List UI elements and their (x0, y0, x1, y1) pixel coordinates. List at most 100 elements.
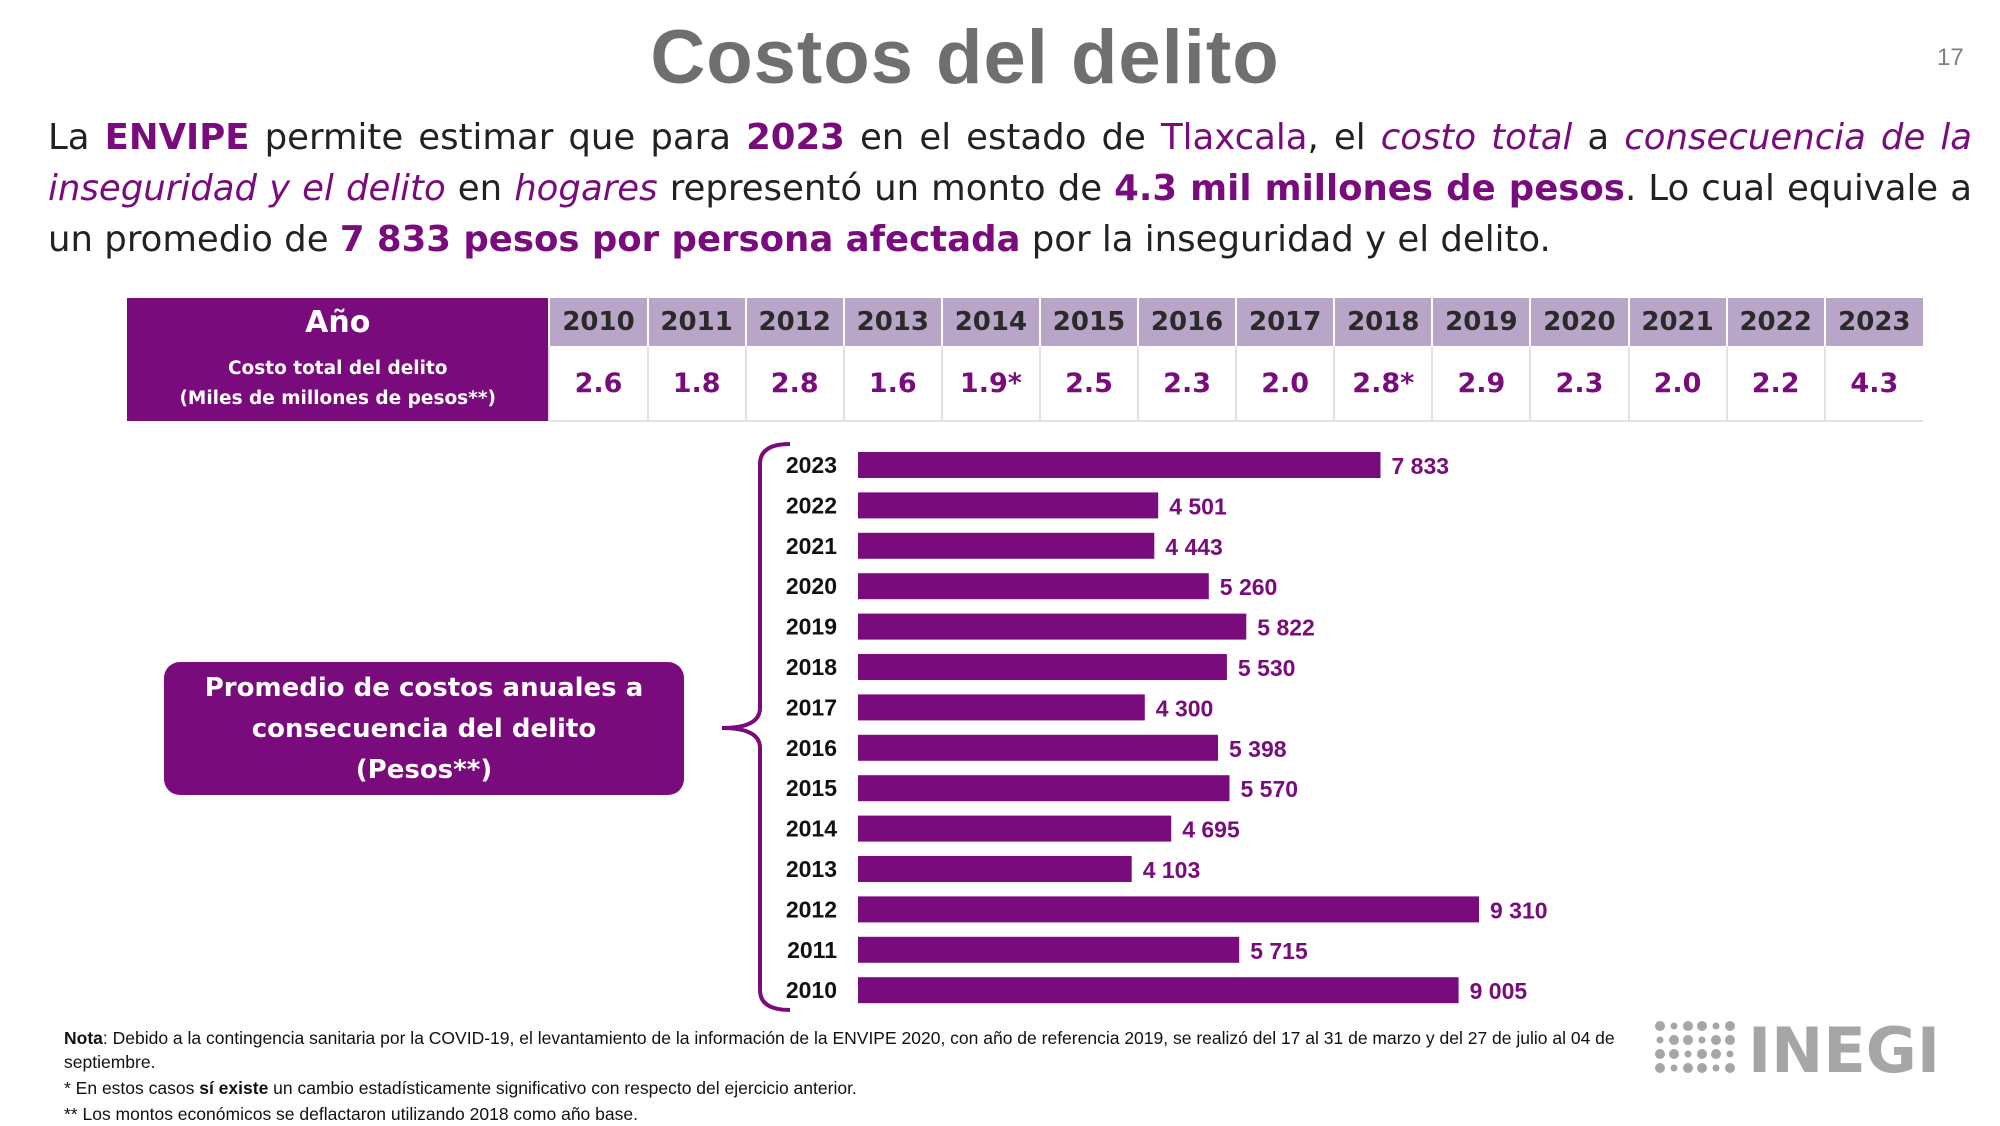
logo-dot (1697, 1063, 1707, 1073)
intro-text: , el (1307, 117, 1381, 158)
logo-dot (1669, 1035, 1679, 1045)
logo-dot (1683, 1035, 1693, 1045)
logo-dot (1684, 1050, 1692, 1058)
cost-table-value-2015: 2.5 (1038, 346, 1139, 422)
logo-dot (1655, 1049, 1665, 1059)
cost-table-value-2017: 2.0 (1235, 346, 1335, 422)
bar-2013 (858, 856, 1132, 882)
bar-2012 (858, 896, 1479, 923)
footnote-star-pre: * En estos casos (64, 1078, 200, 1098)
logo-dot (1697, 1021, 1707, 1031)
cost-table-year-row: Año 2010 2011 2012 2013 2014 2015 2016 2017 2018… (127, 298, 1923, 347)
cost-table-value-2023: 4.3 (1823, 346, 1923, 422)
logo-dot (1725, 1021, 1735, 1031)
bar-2019 (858, 613, 1247, 640)
inegi-logo: INEGI (1655, 1016, 1940, 1078)
slide-title: Costos del delito (650, 15, 1280, 100)
intro-text: permite estimar que para (249, 117, 747, 158)
logo-dot (1669, 1049, 1679, 1059)
cost-table-value-2014: 1.9* (940, 346, 1040, 422)
intro-state: Tlaxcala (1160, 117, 1308, 158)
cost-table-row-label-line1: Costo total del delito (227, 357, 448, 379)
cost-table-row-label-line2: (Miles de millones de pesos**) (179, 387, 496, 409)
cost-table-value-row: Costo total del delito (Miles de millones… (127, 346, 1923, 422)
bar-value-label-2023: 7 833 (1392, 453, 1450, 479)
logo-dot (1711, 1049, 1721, 1059)
bar-value-label-2019: 5 822 (1257, 615, 1315, 641)
logo-dot (1655, 1063, 1665, 1073)
logo-dot (1725, 1035, 1735, 1045)
intro-text: La (48, 117, 105, 158)
cost-table-value-2010: 2.6 (548, 346, 648, 422)
intro-survey-name: ENVIPE (104, 117, 250, 158)
logo-dot (1656, 1036, 1664, 1044)
inegi-logo-dots (1655, 1021, 1735, 1073)
bar-value-label-2017: 4 300 (1156, 695, 1214, 721)
cost-table-year-2014: 2014 (940, 298, 1040, 347)
cost-table-value-2013: 1.6 (842, 346, 942, 422)
footnote-star-bold: sí existe (199, 1078, 269, 1098)
logo-dot (1725, 1063, 1735, 1073)
bar-2016 (858, 734, 1218, 761)
footnotes: Nota: Debido a la contingencia sanitaria… (64, 1026, 1624, 1126)
footnote-nota-text: : Debido a la contingencia sanitaria por… (64, 1028, 1615, 1072)
bar-2022 (858, 492, 1159, 519)
cost-table-year-2021: 2021 (1627, 298, 1727, 347)
cost-table-year-2022: 2022 (1725, 298, 1825, 347)
bar-2023 (858, 452, 1381, 478)
bar-value-label-2011: 5 715 (1250, 938, 1308, 964)
callout-line2: consecuencia del delito (251, 714, 597, 744)
chart-callout-box: Promedio de costos anuales a consecuencia… (164, 662, 684, 795)
intro-text: por la inseguridad y el delito. (1020, 219, 1551, 260)
bar-category-label-2019: 2019 (786, 614, 837, 640)
cost-table-year-2015: 2015 (1038, 298, 1139, 347)
cost-table-value-2011: 1.8 (646, 346, 746, 422)
intro-total-cost: costo total (1380, 117, 1573, 158)
footnote-nota-label: Nota (64, 1028, 103, 1048)
bar-value-label-2015: 5 570 (1241, 776, 1299, 802)
logo-dot (1683, 1063, 1693, 1073)
cost-table-value-2022: 2.2 (1725, 346, 1825, 422)
bar-2011 (858, 936, 1240, 963)
logo-dot (1683, 1021, 1693, 1031)
footnote-star: * En estos casos sí existe un cambio est… (64, 1076, 1624, 1100)
bar-value-label-2012: 9 310 (1490, 897, 1548, 923)
logo-dot (1697, 1049, 1707, 1059)
cost-table-value-2020: 2.3 (1529, 346, 1629, 422)
intro-consequence: consecuencia de la inseguridad y el deli… (48, 117, 1972, 209)
intro-text: . Lo cual equivale a un promedio de (48, 168, 1972, 260)
cost-table-value-2012: 2.8 (744, 346, 844, 422)
cost-table-value-2019: 2.9 (1431, 346, 1531, 422)
bar-value-label-2016: 5 398 (1229, 736, 1287, 762)
intro-text: en (445, 168, 515, 209)
chart-brace (721, 442, 791, 1012)
logo-dot (1698, 1036, 1706, 1044)
intro-per-person: 7 833 pesos por persona afectada (339, 219, 1021, 260)
bar-category-label-2011: 2011 (787, 937, 837, 963)
bar-category-label-2015: 2015 (786, 775, 837, 801)
bar-category-label-2018: 2018 (786, 654, 837, 680)
bar-category-label-2016: 2016 (786, 735, 837, 761)
intro-text: en el estado de (844, 117, 1161, 158)
logo-dot (1712, 1022, 1720, 1030)
bar-category-label-2022: 2022 (786, 492, 837, 518)
cost-table-year-2012: 2012 (744, 298, 844, 347)
bar-category-label-2014: 2014 (786, 816, 837, 842)
logo-dot (1670, 1022, 1678, 1030)
cost-table-year-2010: 2010 (548, 298, 648, 347)
bar-2018 (858, 654, 1227, 680)
bar-value-label-2013: 4 103 (1143, 857, 1201, 883)
intro-text: a (1572, 117, 1625, 158)
cost-table-year-2011: 2011 (646, 298, 746, 347)
cost-table-year-2023: 2023 (1823, 298, 1923, 347)
intro-households: hogares (514, 168, 658, 209)
footnote-star-post: un cambio estadísticamente significativo… (268, 1078, 857, 1098)
intro-paragraph: La ENVIPE permite estimar que para 2023 … (48, 112, 1972, 265)
bar-category-label-2013: 2013 (786, 856, 837, 882)
bar-value-label-2018: 5 530 (1238, 655, 1296, 681)
footnote-double-star: ** Los montos económicos se deflactaron … (64, 1104, 638, 1124)
bar-value-label-2010: 9 005 (1470, 978, 1528, 1004)
cost-table-year-2018: 2018 (1333, 298, 1433, 347)
bar-category-label-2023: 2023 (786, 452, 837, 478)
bar-value-label-2020: 5 260 (1220, 574, 1278, 600)
